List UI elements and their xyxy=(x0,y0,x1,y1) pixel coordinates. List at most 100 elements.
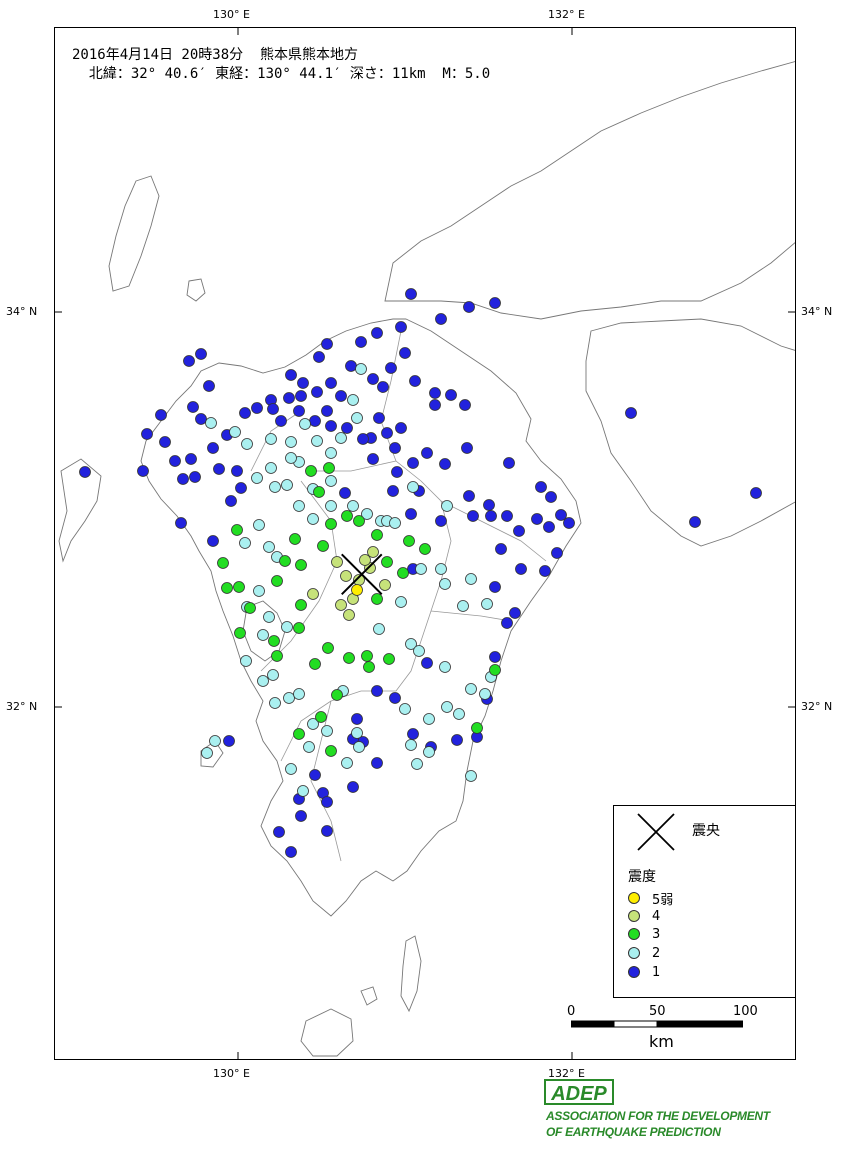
station-intensity-2 xyxy=(239,537,251,549)
station-intensity-1 xyxy=(405,288,417,300)
station-intensity-1 xyxy=(367,373,379,385)
station-intensity-1 xyxy=(543,521,555,533)
station-intensity-1 xyxy=(435,313,447,325)
scale-unit: km xyxy=(649,1032,674,1051)
station-intensity-2 xyxy=(311,435,323,447)
station-intensity-1 xyxy=(509,607,521,619)
station-intensity-1 xyxy=(251,402,263,414)
station-intensity-2 xyxy=(241,438,253,450)
station-intensity-3 xyxy=(325,745,337,757)
station-intensity-2 xyxy=(283,692,295,704)
station-intensity-2 xyxy=(240,655,252,667)
station-intensity-1 xyxy=(293,405,305,417)
station-intensity-3 xyxy=(341,510,353,522)
station-intensity-3 xyxy=(323,462,335,474)
station-intensity-1 xyxy=(445,389,457,401)
station-intensity-1 xyxy=(389,692,401,704)
station-intensity-4 xyxy=(343,609,355,621)
station-intensity-2 xyxy=(257,629,269,641)
station-intensity-4 xyxy=(335,599,347,611)
right-tick-32n: 32° N xyxy=(801,700,833,713)
station-intensity-1 xyxy=(489,297,501,309)
goto-coastline xyxy=(58,458,102,563)
station-intensity-2 xyxy=(253,585,265,597)
station-intensity-2 xyxy=(303,741,315,753)
station-intensity-1 xyxy=(373,412,385,424)
station-intensity-2 xyxy=(297,785,309,797)
station-intensity-2 xyxy=(439,661,451,673)
station-intensity-3 xyxy=(309,658,321,670)
station-intensity-1 xyxy=(385,362,397,374)
top-tick-130e: 130° E xyxy=(213,8,250,21)
station-intensity-2 xyxy=(465,770,477,782)
event-location-depth-magnitude: 北緯：32° 40.6′ 東経：130° 44.1′ 深さ：11km M：5.0 xyxy=(72,66,491,82)
station-intensity-1 xyxy=(213,463,225,475)
station-intensity-2 xyxy=(465,683,477,695)
station-intensity-1 xyxy=(351,713,363,725)
tanegashima-coastline xyxy=(400,935,422,1013)
station-intensity-1 xyxy=(371,685,383,697)
station-intensity-2 xyxy=(257,675,269,687)
station-intensity-3 xyxy=(234,627,246,639)
prefecture-borders xyxy=(250,330,547,862)
station-intensity-1 xyxy=(467,510,479,522)
station-intensity-1 xyxy=(207,535,219,547)
station-intensity-3 xyxy=(317,540,329,552)
station-intensity-1 xyxy=(463,301,475,313)
bottom-tick-132e: 132° E xyxy=(548,1067,585,1080)
scale-bar-graphic xyxy=(571,1020,743,1028)
station-intensity-1 xyxy=(155,409,167,421)
station-intensity-4 xyxy=(359,554,371,566)
station-intensity-2 xyxy=(293,500,305,512)
station-intensity-2 xyxy=(457,600,469,612)
station-intensity-2 xyxy=(405,638,417,650)
station-intensity-4 xyxy=(307,588,319,600)
station-intensity-1 xyxy=(285,846,297,858)
station-intensity-1 xyxy=(409,375,421,387)
station-intensity-1 xyxy=(321,338,333,350)
station-intensity-1 xyxy=(183,355,195,367)
station-intensity-1 xyxy=(185,453,197,465)
station-intensity-1 xyxy=(223,735,235,747)
station-intensity-2 xyxy=(253,519,265,531)
station-intensity-3 xyxy=(268,635,280,647)
station-intensity-1 xyxy=(429,399,441,411)
epicenter-legend-label: 震央 xyxy=(692,823,720,839)
station-intensity-3 xyxy=(397,567,409,579)
station-intensity-1 xyxy=(309,769,321,781)
station-intensity-2 xyxy=(269,697,281,709)
intensity-legend-title: 震度 xyxy=(628,869,656,885)
station-intensity-1 xyxy=(435,515,447,527)
station-intensity-1 xyxy=(503,457,515,469)
station-intensity-1 xyxy=(79,466,91,478)
station-intensity-3 xyxy=(403,535,415,547)
station-intensity-2 xyxy=(465,573,477,585)
station-intensity-4 xyxy=(331,556,343,568)
legend-label-4: 4 xyxy=(652,908,661,924)
station-intensity-1 xyxy=(325,420,337,432)
station-intensity-1 xyxy=(137,465,149,477)
legend-dot-1 xyxy=(628,966,640,978)
station-intensity-3 xyxy=(419,543,431,555)
station-intensity-1 xyxy=(295,810,307,822)
station-intensity-1 xyxy=(439,458,451,470)
station-intensity-1 xyxy=(689,516,701,528)
station-intensity-2 xyxy=(281,479,293,491)
epicenter-marker xyxy=(341,553,383,595)
station-intensity-3 xyxy=(381,556,393,568)
station-intensity-3 xyxy=(244,602,256,614)
legend-item-1: 1 xyxy=(628,964,660,980)
adep-logo: ADEP xyxy=(544,1079,614,1105)
station-intensity-3 xyxy=(305,465,317,477)
station-intensity-1 xyxy=(399,347,411,359)
station-intensity-1 xyxy=(501,617,513,629)
station-intensity-2 xyxy=(347,500,359,512)
station-intensity-1 xyxy=(321,796,333,808)
legend-dot-2 xyxy=(628,947,640,959)
scale-label-0: 0 xyxy=(567,1004,576,1019)
station-intensity-1 xyxy=(159,436,171,448)
station-intensity-1 xyxy=(750,487,762,499)
station-intensity-2 xyxy=(399,703,411,715)
station-intensity-3 xyxy=(343,652,355,664)
station-intensity-1 xyxy=(501,510,513,522)
